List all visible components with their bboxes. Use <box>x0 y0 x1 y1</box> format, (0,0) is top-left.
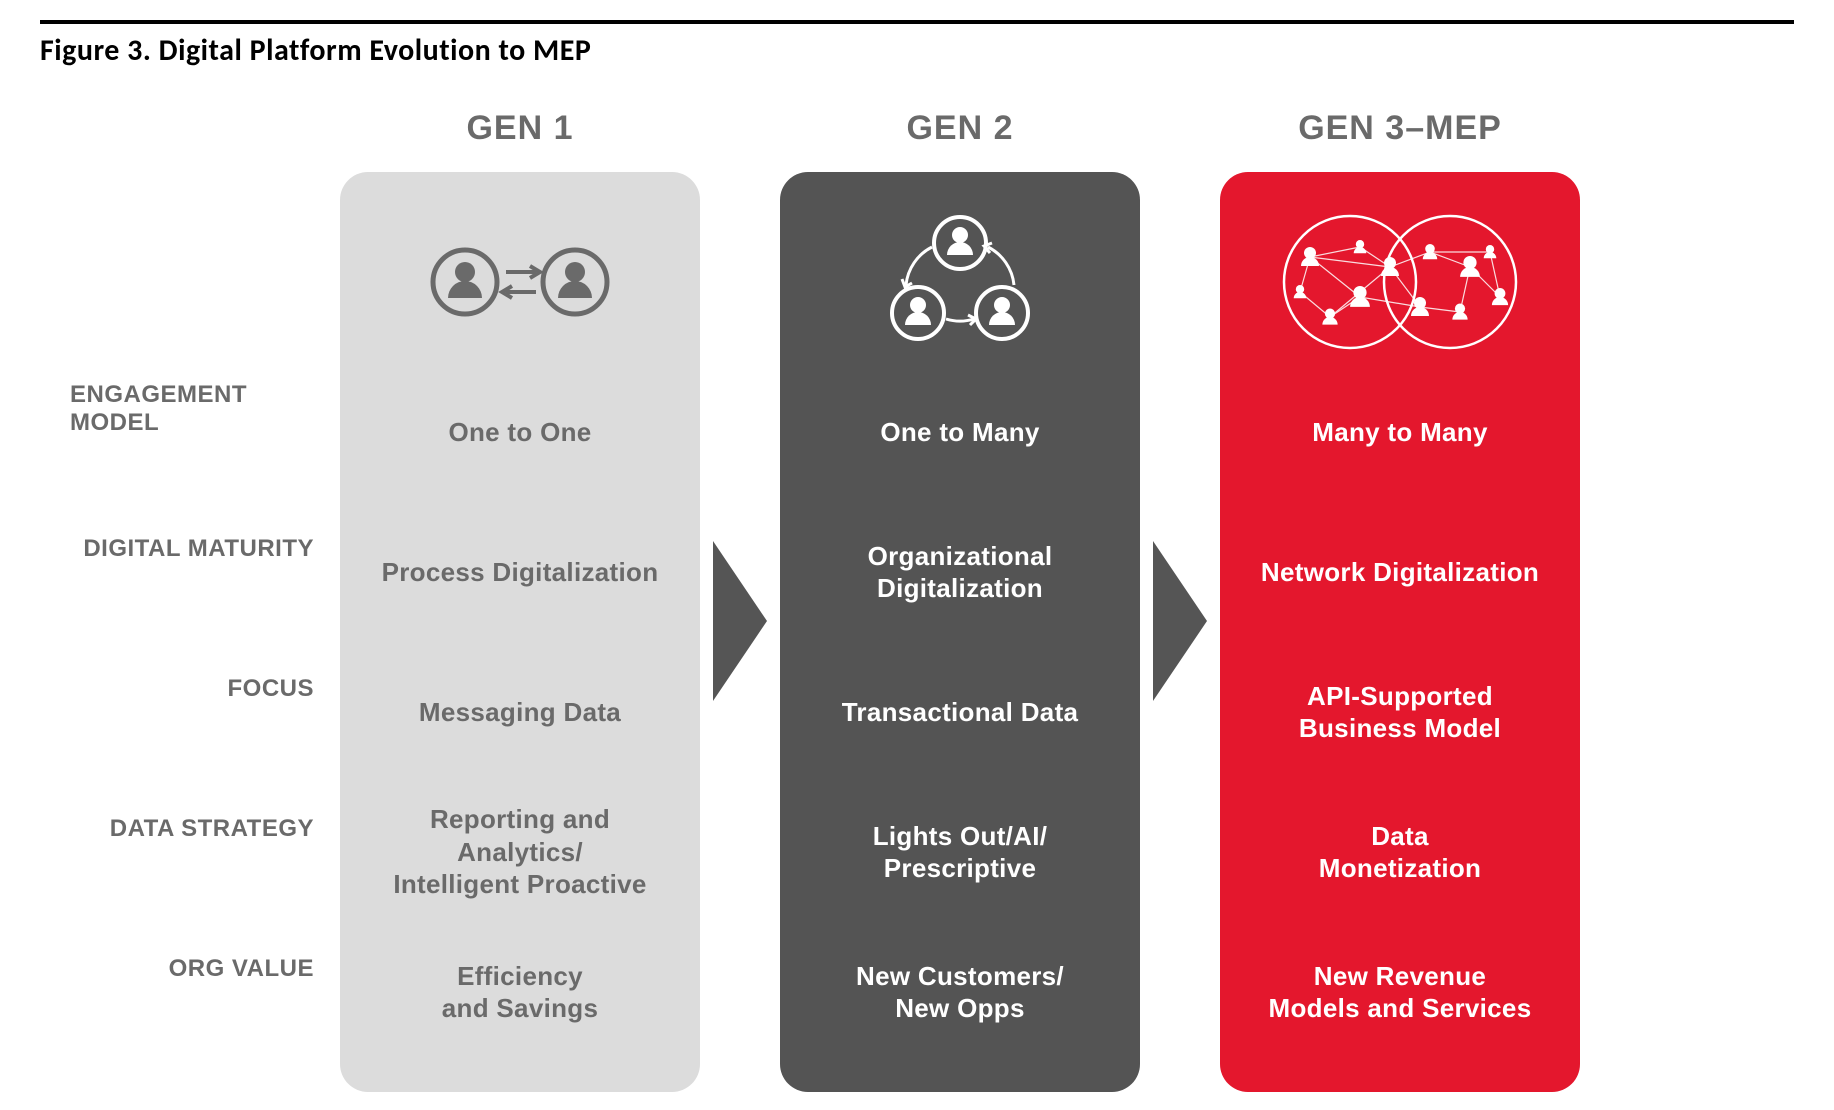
gen1-header: GEN 1 <box>466 109 573 148</box>
gen2-value: New Customers/New Opps <box>800 922 1120 1062</box>
chevron-right-icon <box>713 541 767 701</box>
row-label-focus: FOCUS <box>70 619 340 759</box>
gen3-value: New RevenueModels and Services <box>1240 922 1560 1062</box>
arrow-1 <box>700 109 780 1092</box>
gen2-engagement: One to Many <box>800 362 1120 502</box>
gen2-strategy: Lights Out/AI/Prescriptive <box>800 782 1120 922</box>
row-label-value: ORG VALUE <box>70 899 340 1039</box>
gen3-card: Many to Many Network Digitalization API-… <box>1220 172 1580 1092</box>
gen1-card: One to One Process Digitalization Messag… <box>340 172 700 1092</box>
gen1-maturity: Process Digitalization <box>360 502 680 642</box>
row-label-engagement: ENGAGEMENT MODEL <box>70 339 340 479</box>
gen2-column: GEN 2 <box>780 109 1140 1092</box>
gen1-value: Efficiencyand Savings <box>360 922 680 1062</box>
arrow-2 <box>1140 109 1220 1092</box>
row-labels-column: ENGAGEMENT MODEL DIGITAL MATURITY FOCUS … <box>70 109 340 1092</box>
gen1-focus: Messaging Data <box>360 642 680 782</box>
chevron-right-icon <box>1153 541 1207 701</box>
title-bar: Figure 3. Digital Platform Evolution to … <box>40 20 1794 69</box>
one-to-one-icon <box>360 202 680 362</box>
gen3-maturity: Network Digitalization <box>1240 502 1560 642</box>
row-label-strategy: DATA STRATEGY <box>70 759 340 899</box>
gen2-maturity: OrganizationalDigitalization <box>800 502 1120 642</box>
gen1-column: GEN 1 <box>340 109 700 1092</box>
gen3-column: GEN 3–MEP <box>1220 109 1580 1092</box>
gen3-engagement: Many to Many <box>1240 362 1560 502</box>
many-to-many-icon <box>1240 202 1560 362</box>
gen3-strategy: DataMonetization <box>1240 782 1560 922</box>
gen3-header: GEN 3–MEP <box>1298 109 1502 148</box>
gen1-strategy: Reporting and Analytics/Intelligent Proa… <box>360 782 680 922</box>
gen2-header: GEN 2 <box>906 109 1013 148</box>
diagram-container: ENGAGEMENT MODEL DIGITAL MATURITY FOCUS … <box>40 109 1794 1092</box>
one-to-many-icon <box>800 202 1120 362</box>
gen2-focus: Transactional Data <box>800 642 1120 782</box>
gen1-engagement: One to One <box>360 362 680 502</box>
figure-title: Figure 3. Digital Platform Evolution to … <box>40 32 1794 69</box>
gen3-focus: API-SupportedBusiness Model <box>1240 642 1560 782</box>
gen2-card: One to Many OrganizationalDigitalization… <box>780 172 1140 1092</box>
row-label-maturity: DIGITAL MATURITY <box>70 479 340 619</box>
